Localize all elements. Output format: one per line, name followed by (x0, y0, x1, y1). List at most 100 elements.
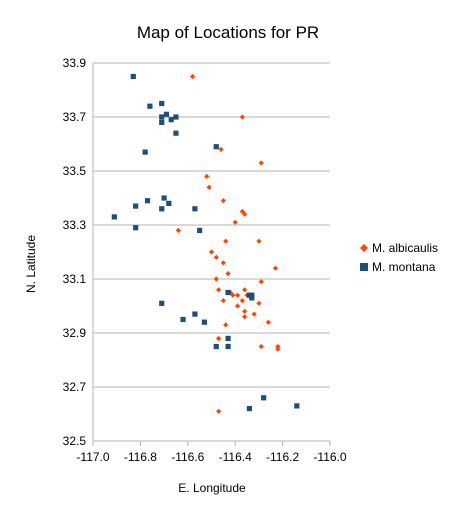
montana-point (180, 316, 186, 323)
montana-point (225, 335, 231, 341)
albicaulis-point (225, 271, 231, 277)
albicaulis-point (223, 238, 229, 244)
x-tick-label: -116.6 (171, 450, 204, 464)
albicaulis-point (275, 346, 281, 352)
x-tick-label: -116.8 (124, 450, 157, 464)
montana-point (201, 319, 207, 325)
albicaulis-point (230, 292, 236, 298)
montana-point (197, 227, 203, 233)
albicaulis-point (213, 276, 219, 282)
albicaulis-point (234, 303, 241, 309)
montana-point (192, 311, 198, 317)
montana-point (133, 203, 139, 209)
montana-point (144, 198, 151, 204)
montana-point (163, 111, 170, 117)
x-tick-labels: -117.0 -116.8 -116.6 -116.4 -116.2 -116.0 (76, 450, 346, 464)
y-tick-label: 32.7 (63, 380, 87, 394)
albicaulis-point (258, 279, 264, 285)
albicaulis-point (239, 298, 245, 304)
albicaulis-point (234, 292, 241, 298)
albicaulis-point (242, 287, 248, 293)
albicaulis-point (242, 211, 248, 217)
albicaulis-point (223, 322, 229, 328)
albicaulis-point (242, 308, 248, 314)
montana-point (159, 114, 165, 120)
y-tick-label: 33.9 (63, 56, 87, 70)
montana-point (159, 119, 165, 125)
chart-title: Map of Locations for PR (137, 23, 319, 42)
albicaulis-point (216, 408, 222, 414)
albicaulis-point (258, 343, 264, 350)
montana-point (261, 395, 267, 401)
montana-point (192, 206, 198, 212)
montana-point (213, 144, 219, 150)
albicaulis-point (189, 73, 196, 80)
y-tick-label: 33.1 (63, 272, 87, 286)
legend-key (360, 263, 368, 271)
y-tick-label: 32.5 (63, 434, 87, 448)
montana-point (173, 130, 179, 136)
albicaulis-point (220, 198, 226, 204)
data-points (111, 73, 300, 414)
montana-point (246, 406, 253, 412)
montana-point (213, 343, 219, 350)
legend: M. albicaulis M. montana (360, 241, 438, 274)
gridlines (93, 62, 330, 388)
montana-point (225, 343, 231, 350)
montana-point (161, 195, 167, 201)
y-tick-label: 33.7 (63, 110, 87, 124)
y-tick-label: 32.9 (63, 326, 87, 340)
albicaulis-point (256, 300, 262, 306)
albicaulis-point (204, 173, 210, 179)
x-tick-label: -117.0 (76, 450, 109, 464)
albicaulis-point (232, 219, 238, 225)
montana-point (133, 225, 139, 231)
albicaulis-point (251, 311, 257, 317)
montana-point (173, 114, 179, 120)
x-tick-label: -116.4 (219, 450, 252, 464)
montana-point (147, 103, 153, 109)
legend-label: M. albicaulis (372, 241, 438, 255)
montana-point (166, 200, 172, 206)
x-tick-label: -116.0 (313, 450, 346, 464)
albicaulis-point (242, 314, 248, 320)
montana-point (249, 292, 255, 298)
y-tick-labels: 32.5 32.7 32.9 33.1 33.3 33.5 33.7 33.9 (63, 56, 87, 448)
montana-point (142, 149, 148, 155)
axes (92, 63, 331, 446)
montana-point (159, 100, 165, 107)
albicaulis-point (175, 227, 181, 233)
x-axis-title: E. Longitude (178, 481, 246, 495)
y-axis-title: N. Latitude (24, 235, 38, 293)
albicaulis-point (220, 260, 226, 266)
legend-label: M. montana (372, 260, 436, 274)
montana-point (111, 214, 117, 220)
montana-point (159, 206, 165, 212)
albicaulis-point (206, 184, 212, 190)
albicaulis-point (258, 160, 264, 166)
x-tick-label: -116.2 (266, 450, 299, 464)
legend-key (360, 244, 368, 252)
montana-point (130, 73, 136, 80)
albicaulis-point (239, 114, 245, 120)
montana-point (249, 295, 255, 301)
albicaulis-point (220, 298, 226, 304)
albicaulis-point (275, 343, 281, 350)
montana-point (294, 403, 300, 409)
albicaulis-point (208, 249, 215, 255)
albicaulis-point (218, 146, 224, 152)
y-tick-label: 33.5 (63, 164, 87, 178)
y-tick-label: 33.3 (63, 218, 87, 232)
albicaulis-point (216, 287, 222, 293)
montana-point (159, 300, 165, 306)
albicaulis-point (213, 254, 219, 260)
albicaulis-point (256, 238, 262, 244)
montana-point (168, 117, 174, 123)
albicaulis-point (265, 319, 271, 325)
albicaulis-point (216, 335, 222, 341)
albicaulis-point (272, 265, 279, 271)
montana-point (225, 289, 231, 296)
